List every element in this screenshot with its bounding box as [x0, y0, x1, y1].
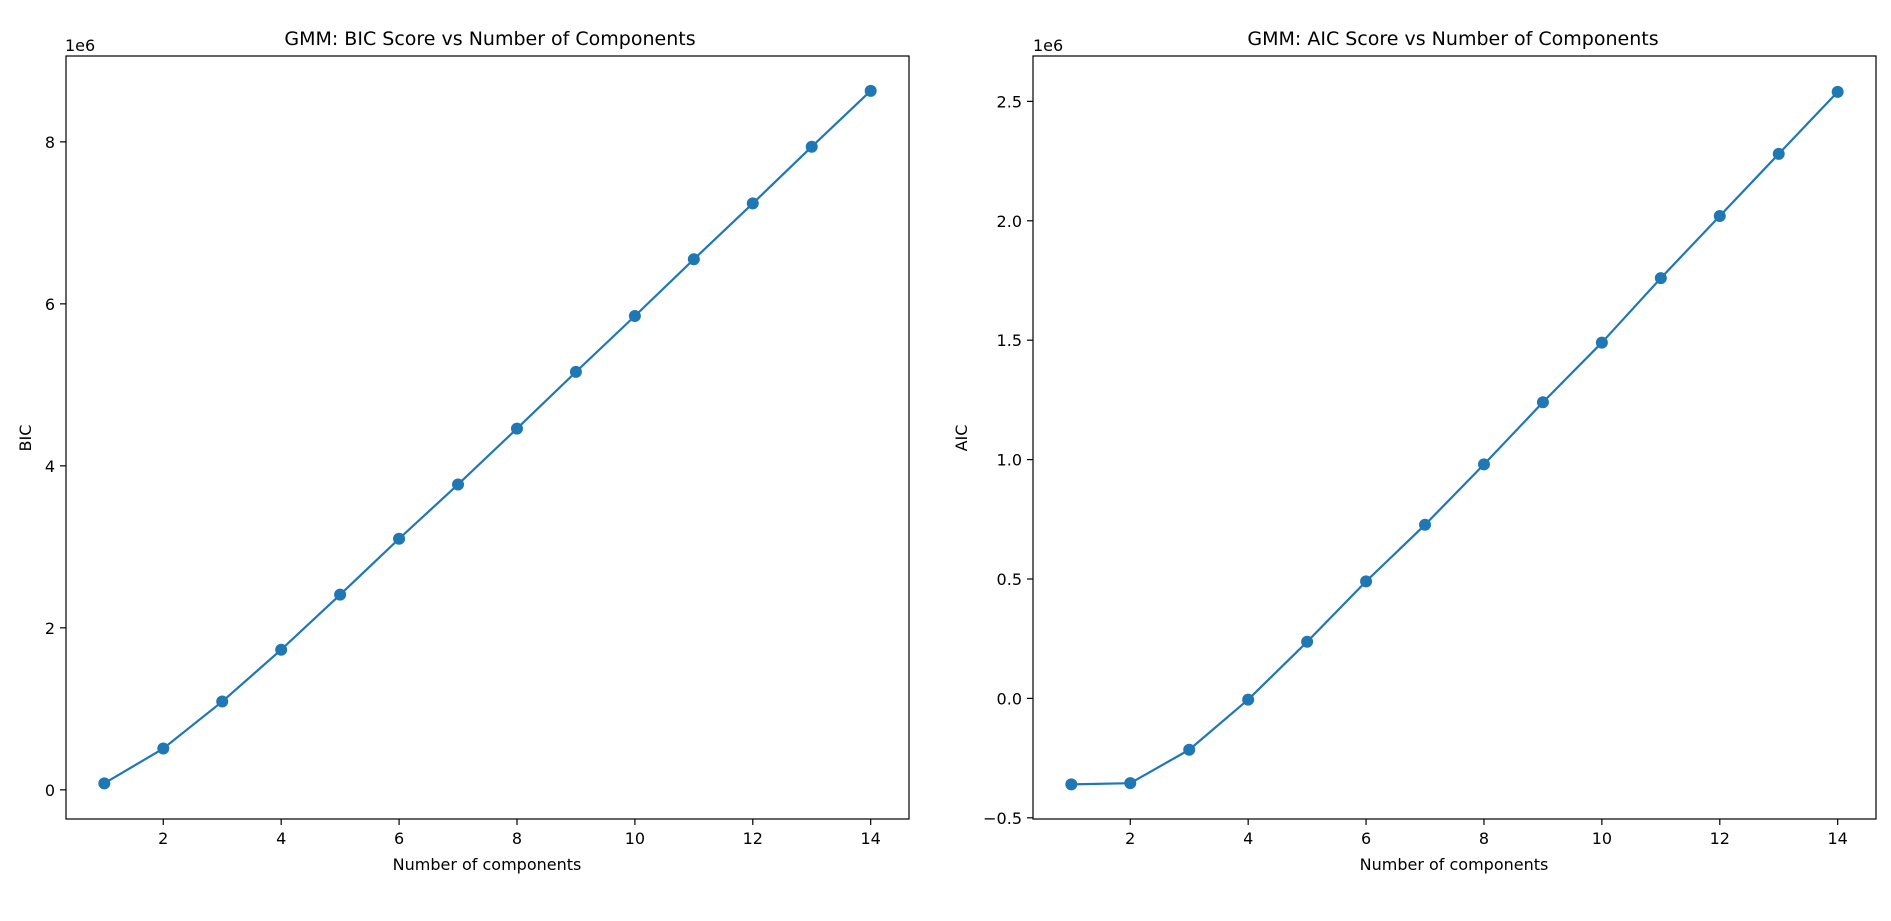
bic-data-point	[452, 478, 465, 491]
aic-data-point	[1183, 743, 1196, 756]
aic-data-point	[1360, 575, 1373, 588]
bic-data-point	[687, 253, 700, 266]
aic-y-tick-label: 2.0	[997, 212, 1022, 231]
bic-data-point	[746, 197, 759, 210]
aic-data-point	[1772, 147, 1785, 160]
bic-chart: GMM: BIC Score vs Number of Components 1…	[16, 28, 910, 874]
aic-data-point	[1477, 458, 1490, 471]
aic-data-point	[1536, 396, 1549, 409]
aic-y-tick-label: 2.5	[997, 92, 1022, 111]
bic-x-tick-label: 6	[394, 829, 404, 848]
aic-x-tick-label: 4	[1243, 829, 1253, 848]
aic-y-axis-label: AIC	[952, 425, 971, 452]
aic-x-axis-label: Number of components	[1360, 855, 1549, 874]
bic-x-tick-label: 2	[158, 829, 168, 848]
bic-data-point	[569, 365, 582, 378]
aic-axes-frame	[1032, 55, 1877, 820]
bic-data-point	[334, 588, 347, 601]
aic-y-tick-label: 0.5	[997, 570, 1022, 589]
aic-data-point	[1301, 635, 1314, 648]
bic-data-point	[805, 140, 818, 153]
bic-series-line	[103, 90, 872, 785]
aic-y-tick-label: 1.0	[997, 451, 1022, 470]
aic-series-line	[1071, 91, 1839, 786]
aic-data-point	[1124, 777, 1137, 790]
bic-data-point	[98, 777, 111, 790]
bic-data-point	[216, 695, 229, 708]
aic-y-offset-label: 1e6	[1033, 36, 1063, 55]
aic-chart-title: GMM: AIC Score vs Number of Components	[1247, 28, 1658, 50]
bic-data-point	[628, 310, 641, 322]
aic-plot-area: 2 4 6 8 10 12 14 −0.5 0.0 0.5 1.0 1.5 2.0 2.5	[983, 85, 1848, 848]
bic-y-tick-label: 4	[45, 457, 55, 476]
aic-x-tick-label: 12	[1710, 829, 1730, 848]
aic-data-point	[1713, 210, 1726, 222]
aic-x-tick-label: 10	[1592, 829, 1612, 848]
bic-x-axis-label: Number of components	[393, 855, 582, 874]
bic-y-offset-label: 1e6	[65, 36, 95, 55]
bic-x-tick-label: 4	[276, 829, 286, 848]
bic-data-point	[275, 643, 288, 656]
bic-y-tick-label: 2	[45, 619, 55, 638]
aic-data-point	[1654, 272, 1667, 285]
aic-chart: GMM: AIC Score vs Number of Components 1…	[952, 28, 1877, 874]
bic-data-point	[864, 84, 877, 97]
bic-data-point	[510, 422, 523, 435]
aic-x-tick-label: 14	[1828, 829, 1848, 848]
aic-data-point	[1419, 518, 1432, 531]
aic-x-tick-label: 8	[1479, 829, 1489, 848]
aic-data-point	[1831, 85, 1844, 98]
aic-data-point	[1065, 778, 1078, 791]
bic-chart-title: GMM: BIC Score vs Number of Components	[284, 28, 695, 50]
aic-y-tick-label: −0.5	[983, 809, 1022, 828]
aic-x-tick-label: 6	[1361, 829, 1371, 848]
bic-plot-area: 2 4 6 8 10 12 14 0 2 4 6 8	[45, 84, 881, 848]
bic-y-tick-label: 8	[45, 133, 55, 152]
aic-y-tick-label: 0.0	[997, 689, 1022, 708]
bic-y-tick-label: 6	[45, 295, 55, 314]
aic-data-point	[1242, 693, 1255, 706]
aic-data-point	[1595, 336, 1608, 349]
bic-axes-frame	[65, 55, 910, 820]
bic-data-point	[393, 532, 406, 545]
bic-x-tick-label: 14	[861, 829, 881, 848]
aic-y-tick-label: 1.5	[997, 331, 1022, 350]
bic-x-tick-label: 10	[625, 829, 645, 848]
bic-x-tick-label: 8	[512, 829, 522, 848]
bic-y-tick-label: 0	[45, 781, 55, 800]
bic-x-tick-label: 12	[743, 829, 763, 848]
bic-data-point	[157, 742, 170, 755]
aic-x-tick-label: 2	[1125, 829, 1135, 848]
bic-y-axis-label: BIC	[16, 425, 35, 452]
